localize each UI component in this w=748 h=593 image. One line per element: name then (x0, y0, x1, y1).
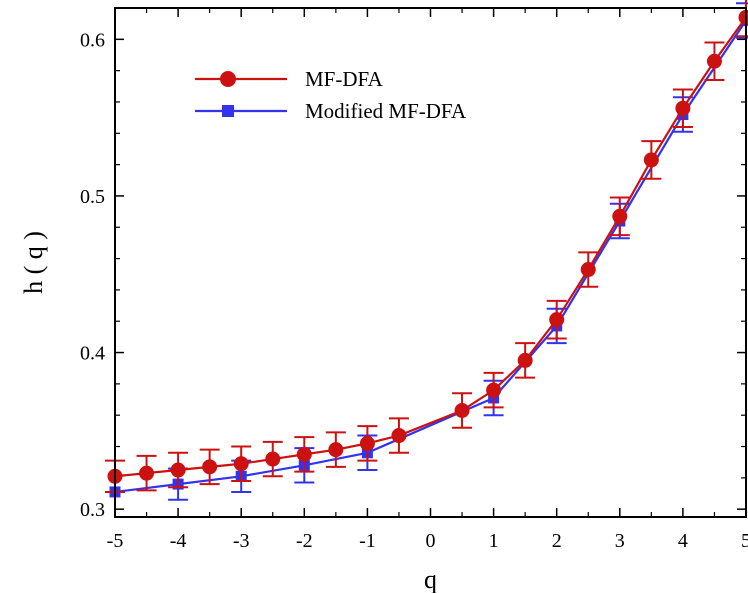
legend-entry-modified-mfdfa: Modified MF-DFA (195, 99, 467, 123)
data-point (391, 428, 407, 444)
x-tick-label: -5 (107, 530, 124, 552)
y-axis-label: h ( q ) (19, 231, 48, 294)
data-point (706, 53, 722, 69)
x-tick-label: -3 (233, 530, 250, 552)
data-point (328, 442, 344, 458)
x-tick-label: 5 (741, 530, 748, 552)
data-point (296, 446, 312, 462)
x-tick-label: 0 (426, 530, 436, 552)
legend: MF-DFA Modified MF-DFA (195, 67, 467, 123)
data-point (139, 465, 155, 481)
series-layer (105, 0, 748, 501)
x-tick-label: -4 (170, 530, 187, 552)
x-tick-label: 3 (615, 530, 625, 552)
x-tick-label: -2 (296, 530, 313, 552)
data-point (265, 451, 281, 467)
data-point (675, 100, 691, 116)
data-point (454, 403, 470, 419)
data-point (549, 312, 565, 328)
x-tick-label: -1 (359, 530, 376, 552)
x-tick-label: 1 (489, 530, 499, 552)
plot-frame (114, 7, 747, 518)
y-tick-label: 0.5 (80, 186, 105, 208)
y-tick-label: 0.3 (80, 499, 105, 521)
tick-labels: -5 -4 -3 -2 -1 0 1 2 3 4 5 0.3 0.4 0.5 0.6 (80, 29, 748, 552)
data-point (580, 262, 596, 278)
data-point (233, 456, 249, 472)
data-point (517, 352, 533, 368)
data-point (170, 462, 186, 478)
x-axis-label: q (424, 565, 437, 593)
legend-marker-mfdfa (220, 71, 236, 87)
data-point (202, 459, 218, 475)
legend-marker-modified-mfdfa (222, 105, 234, 117)
y-tick-label: 0.6 (80, 29, 105, 51)
legend-entry-mfdfa: MF-DFA (195, 67, 384, 91)
data-point (359, 435, 375, 451)
series-mfdfa (105, 0, 748, 493)
x-tick-label: 2 (552, 530, 562, 552)
data-point (612, 208, 628, 224)
data-point (486, 382, 502, 398)
legend-label-mfdfa: MF-DFA (305, 67, 384, 91)
y-tick-label: 0.4 (80, 343, 105, 365)
x-tick-label: 4 (678, 530, 688, 552)
data-point (643, 152, 659, 168)
legend-label-modified-mfdfa: Modified MF-DFA (305, 99, 467, 123)
